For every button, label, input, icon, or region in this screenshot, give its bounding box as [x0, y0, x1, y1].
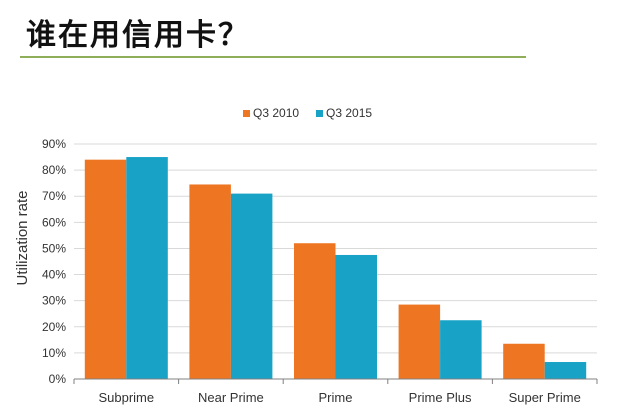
- bar: [544, 362, 587, 379]
- x-tick-label: Super Prime: [509, 390, 581, 405]
- y-tick-label: 70%: [42, 189, 66, 203]
- y-tick-label: 80%: [42, 163, 66, 177]
- y-tick-label: 30%: [42, 294, 66, 308]
- legend-label: Q3 2015: [326, 106, 372, 120]
- bar: [440, 320, 482, 379]
- x-tick-label: Prime: [319, 390, 353, 405]
- y-tick-label: 20%: [42, 320, 66, 334]
- title-divider: [20, 56, 526, 58]
- bars: [84, 157, 587, 379]
- bar: [503, 343, 545, 379]
- slide-title: 谁在用信用卡？: [26, 18, 250, 53]
- y-axis-label: Utilization rate: [14, 190, 31, 285]
- x-tick-label: Subprime: [98, 390, 154, 405]
- bar: [294, 243, 336, 379]
- y-tick-labels: 0% 10% 20% 30% 40% 50% 60% 70% 80% 90%: [42, 137, 66, 386]
- x-tick-label: Near Prime: [198, 390, 264, 405]
- y-tick-label: 90%: [42, 137, 66, 151]
- bar: [126, 157, 168, 379]
- x-axis: [73, 378, 598, 384]
- y-tick-label: 60%: [42, 215, 66, 229]
- legend: Q3 2010 Q3 2015: [243, 106, 372, 120]
- x-tick-labels: Subprime Near Prime Prime Prime Plus Super P…: [98, 390, 580, 405]
- y-tick-label: 10%: [42, 346, 66, 360]
- bar: [398, 304, 441, 379]
- bar: [335, 254, 377, 379]
- y-tick-label: 50%: [42, 241, 66, 255]
- bar: [230, 193, 273, 379]
- bar: [189, 184, 231, 379]
- y-tick-label: 0%: [49, 372, 67, 386]
- legend-label: Q3 2010: [253, 106, 299, 120]
- x-tick-label: Prime Plus: [409, 390, 472, 405]
- legend-swatch: [243, 110, 250, 117]
- bar: [84, 159, 127, 379]
- y-tick-label: 40%: [42, 268, 66, 282]
- legend-swatch: [316, 110, 323, 117]
